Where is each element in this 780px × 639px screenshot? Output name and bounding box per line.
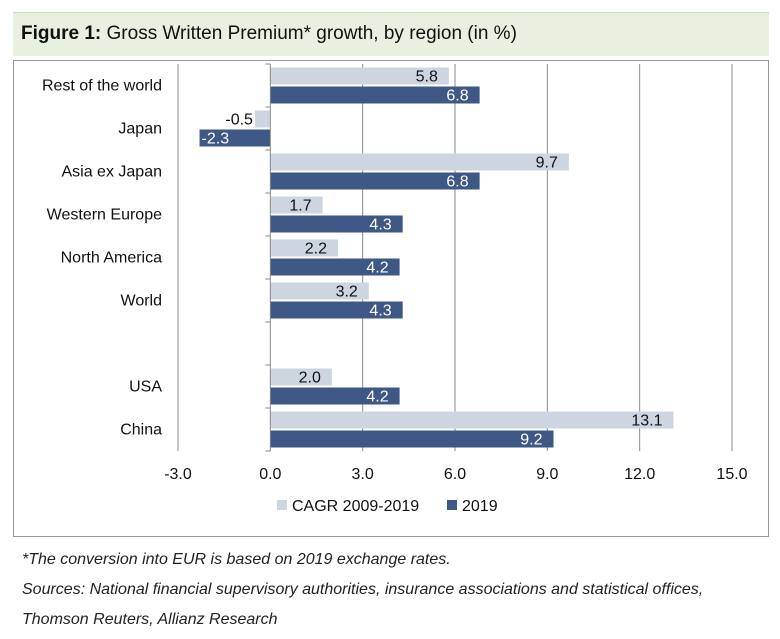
data-label-cagr: 9.7 [536, 155, 558, 172]
x-tick-label: 6.0 [444, 466, 466, 483]
bar-2019 [270, 387, 400, 405]
category-label: USA [129, 379, 162, 396]
data-label-cagr: 13.1 [631, 413, 662, 430]
legend-label-2019: 2019 [462, 498, 498, 515]
bar-cagr [270, 67, 449, 85]
bar-2019 [270, 215, 403, 233]
bar-chart: Rest of the world 5.8 6.8 Japan -0.5 -2.3 Asia… [42, 63, 748, 515]
figure-label: Figure 1: [21, 23, 102, 44]
bar-cagr [270, 282, 369, 300]
category-label: World [121, 293, 163, 310]
x-tick-label: 3.0 [352, 466, 374, 483]
x-tick-label: 9.0 [536, 466, 558, 483]
legend-label-cagr: CAGR 2009-2019 [292, 498, 419, 515]
data-label-cagr: 5.8 [416, 69, 438, 86]
data-label-2019: 9.2 [520, 432, 542, 449]
footnote-sources: Sources: National financial supervisory … [22, 581, 704, 598]
data-label-2019: 4.3 [369, 217, 391, 234]
bar-2019 [270, 258, 400, 276]
footnote-exchange-rates: *The conversion into EUR is based on 201… [22, 551, 451, 568]
data-label-cagr: 2.0 [299, 370, 321, 387]
x-tick-label: 0.0 [259, 466, 281, 483]
category-label: North America [61, 250, 162, 267]
data-label-cagr: 2.2 [305, 241, 327, 258]
data-label-cagr: 3.2 [336, 284, 358, 301]
category-label: China [120, 422, 162, 439]
figure-title: Figure 1: Gross Written Premium* growth,… [21, 23, 517, 45]
category-label: Japan [118, 121, 162, 138]
x-tick-label: -3.0 [164, 466, 192, 483]
data-label-2019: 4.2 [366, 389, 388, 406]
bar-2019 [270, 172, 480, 190]
bar-cagr [270, 368, 332, 386]
bar-cagr [270, 196, 323, 214]
data-label-2019: -2.3 [202, 131, 230, 148]
figure-title-bar: Figure 1: Gross Written Premium* growth,… [13, 12, 769, 56]
bar-cagr [270, 411, 674, 429]
legend-swatch-cagr [277, 500, 287, 510]
data-label-2019: 6.8 [446, 88, 468, 105]
footnote-sources-cont: Thomson Reuters, Allianz Research [22, 611, 278, 628]
bar-2019 [270, 430, 554, 448]
category-label: Rest of the world [42, 78, 162, 95]
x-tick-label: 15.0 [716, 466, 747, 483]
x-tick-label: 12.0 [624, 466, 655, 483]
data-label-cagr: -0.5 [225, 112, 253, 129]
bar-2019 [270, 301, 403, 319]
data-label-2019: 4.3 [369, 303, 391, 320]
category-label: Western Europe [47, 207, 162, 224]
bar-cagr [270, 239, 339, 257]
bar-cagr [270, 153, 569, 171]
legend-swatch-2019 [447, 500, 457, 510]
data-label-cagr: 1.7 [289, 198, 311, 215]
data-label-2019: 4.2 [366, 260, 388, 277]
bar-2019 [270, 86, 480, 104]
data-label-2019: 6.8 [446, 174, 468, 191]
figure-title-text: Gross Written Premium* growth, by region… [106, 23, 517, 44]
bar-2019 [199, 129, 271, 147]
chart-frame: Rest of the world 5.8 6.8 Japan -0.5 -2.3 Asia… [13, 60, 769, 537]
category-label: Asia ex Japan [61, 164, 162, 181]
bar-cagr [254, 110, 271, 128]
